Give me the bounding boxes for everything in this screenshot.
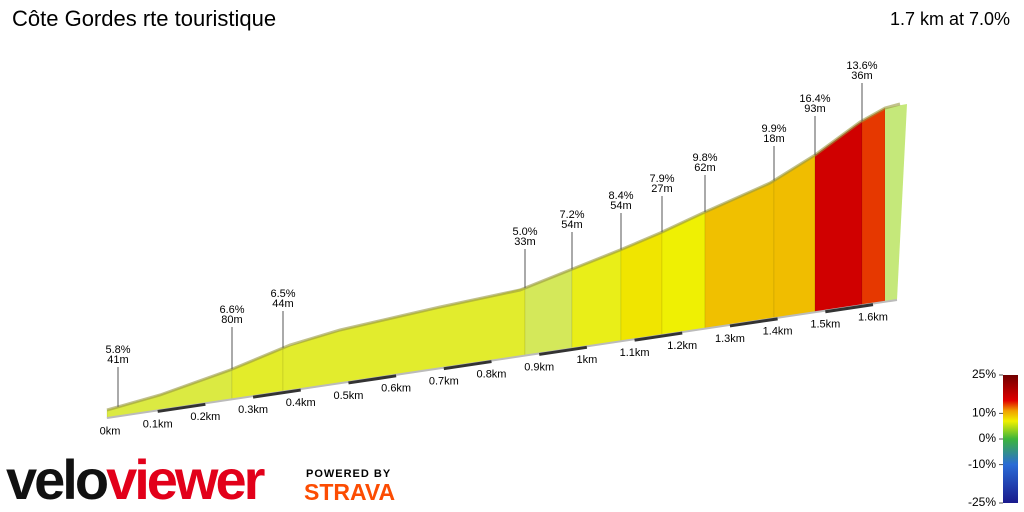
annotation-length: 27m [651, 183, 672, 195]
gradient-segment [231, 347, 284, 400]
distance-label: 1km [576, 354, 597, 366]
profile-end [885, 104, 907, 302]
annotation-length: 93m [804, 103, 825, 115]
gradient-segment [861, 107, 886, 306]
distance-bar [348, 374, 397, 385]
distance-label: 0.5km [333, 390, 363, 402]
chart-title: Côte Gordes rte touristique [12, 6, 276, 31]
annotation-gradient: 16.4% [799, 93, 830, 105]
distance-label: 1.4km [763, 326, 793, 338]
logo-viewer: viewer [106, 448, 265, 511]
annotation-gradient: 8.4% [608, 190, 633, 202]
distance-label: 0.4km [286, 397, 316, 409]
distance-bar [825, 303, 874, 314]
annotation-gradient: 7.9% [649, 173, 674, 185]
annotation-gradient: 13.6% [846, 60, 877, 72]
distance-bar [443, 360, 492, 371]
annotation-gradient: 5.0% [512, 226, 537, 238]
annotation-length: 80m [221, 314, 242, 326]
annotation-length: 36m [851, 70, 872, 82]
annotation-length: 62m [694, 162, 715, 174]
distance-bar [157, 402, 206, 413]
annotation-gradient: 7.2% [559, 209, 584, 221]
annotation-gradient: 5.8% [105, 344, 130, 356]
distance-label: 1.5km [810, 319, 840, 331]
gradient-segment [524, 268, 573, 357]
distance-bar [729, 317, 778, 328]
annotation-length: 33m [514, 236, 535, 248]
legend-label: -25% [968, 495, 996, 509]
distance-bar [538, 345, 588, 356]
annotation-length: 54m [561, 219, 582, 231]
distance-label: 0.2km [190, 411, 220, 423]
gradient-segment [704, 179, 775, 330]
distance-label: 0.1km [143, 418, 173, 430]
gradient-segment [571, 248, 622, 350]
annotation-gradient: 9.9% [761, 123, 786, 135]
logo-velo: velo [6, 448, 108, 511]
legend-label: 10% [972, 406, 996, 420]
annotation-gradient: 6.5% [270, 288, 295, 300]
distance-label: 1.3km [715, 333, 745, 345]
annotation-length: 18m [763, 133, 784, 145]
annotation-gradient: 6.6% [219, 304, 244, 316]
annotation-gradient: 9.8% [692, 152, 717, 164]
distance-label: 0.9km [524, 361, 554, 373]
distance-label: 0.7km [429, 376, 459, 388]
powered-by: POWERED BY [306, 468, 391, 480]
distance-label: 0.3km [238, 404, 268, 416]
legend-label: -10% [968, 457, 996, 471]
distance-label: 1.6km [858, 311, 888, 323]
distance-label: 0.6km [381, 383, 411, 395]
distance-label: 0km [100, 425, 121, 437]
strava: STRAVA [304, 479, 395, 505]
distance-label: 1.1km [620, 347, 650, 359]
profile: 0km 0.1km 0.2km 0.3km 0.4km 0.5km 0.6km 0.7km 0.… [100, 60, 907, 437]
legend-label: 25% [972, 367, 996, 381]
distance-bar [252, 388, 301, 399]
distance-label: 0.8km [477, 368, 507, 380]
distance-bar [634, 331, 683, 342]
profile-top [106, 102, 901, 412]
logo: veloviewer [6, 448, 265, 511]
chart-subtitle: 1.7 km at 7.0% [890, 9, 1010, 29]
legend-label: 0% [979, 431, 997, 445]
annotation-length: 41m [107, 354, 128, 366]
legend-scale [1003, 375, 1018, 503]
annotation-length: 54m [610, 200, 631, 212]
gradient-segment [773, 154, 816, 319]
annotation-length: 44m [272, 298, 293, 310]
distance-label: 1.2km [667, 340, 697, 352]
